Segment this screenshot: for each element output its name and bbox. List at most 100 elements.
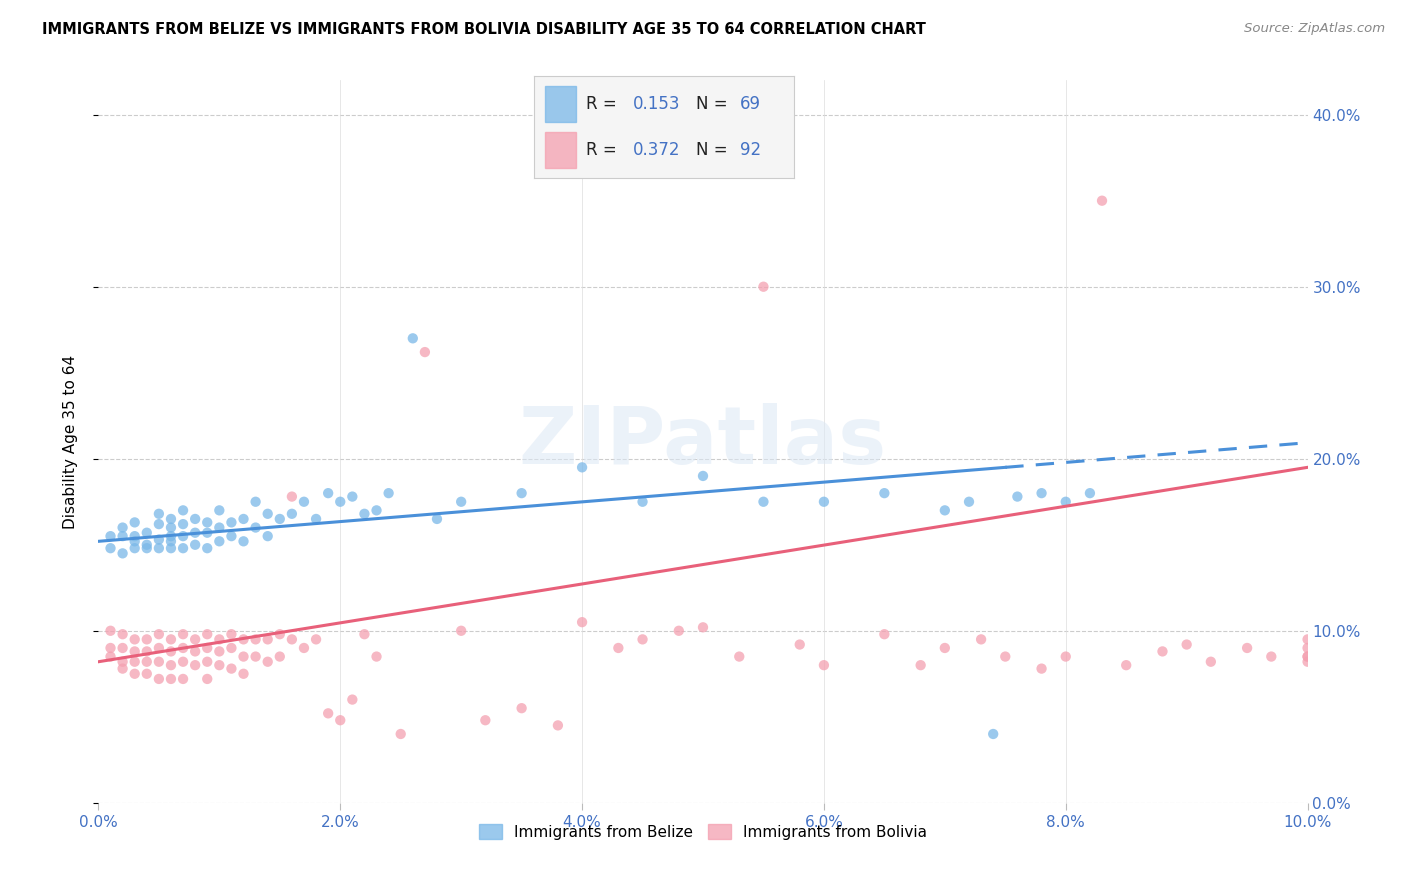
- Point: [160, 541, 183, 556]
- Text: R =: R =: [586, 141, 623, 159]
- Point: [281, 632, 304, 647]
- Bar: [544, 132, 576, 168]
- Point: [245, 494, 267, 508]
- Point: [100, 541, 122, 556]
- Point: [873, 627, 896, 641]
- Point: [184, 525, 207, 540]
- Point: [934, 503, 956, 517]
- Point: [1007, 490, 1029, 504]
- Point: [631, 494, 654, 508]
- Point: [172, 672, 194, 686]
- Point: [692, 620, 714, 634]
- Point: [813, 494, 835, 508]
- Point: [1296, 649, 1319, 664]
- Point: [124, 534, 146, 549]
- Point: [148, 627, 170, 641]
- Point: [160, 632, 183, 647]
- Point: [172, 517, 194, 532]
- Point: [172, 640, 194, 655]
- Point: [111, 655, 134, 669]
- Point: [135, 538, 157, 552]
- Point: [1296, 640, 1319, 655]
- Point: [135, 525, 157, 540]
- Point: [970, 632, 993, 647]
- Point: [245, 520, 267, 534]
- Point: [135, 632, 157, 647]
- Point: [232, 666, 254, 681]
- Point: [305, 512, 328, 526]
- Point: [195, 516, 218, 530]
- Point: [631, 632, 654, 647]
- Point: [221, 516, 243, 530]
- Point: [160, 512, 183, 526]
- Point: [172, 503, 194, 517]
- Y-axis label: Disability Age 35 to 64: Disability Age 35 to 64: [63, 354, 77, 529]
- Point: [232, 632, 254, 647]
- Point: [100, 649, 122, 664]
- Text: N =: N =: [696, 95, 733, 112]
- Point: [160, 672, 183, 686]
- Point: [208, 534, 231, 549]
- Point: [221, 529, 243, 543]
- Point: [934, 640, 956, 655]
- Point: [316, 706, 339, 721]
- Point: [256, 507, 278, 521]
- Point: [111, 662, 134, 676]
- Point: [195, 525, 218, 540]
- Point: [305, 632, 328, 647]
- Point: [1054, 649, 1077, 664]
- Legend: Immigrants from Belize, Immigrants from Bolivia: Immigrants from Belize, Immigrants from …: [472, 818, 934, 846]
- Point: [692, 469, 714, 483]
- Point: [221, 627, 243, 641]
- Text: N =: N =: [696, 141, 733, 159]
- Point: [100, 529, 122, 543]
- Point: [342, 490, 364, 504]
- Point: [184, 538, 207, 552]
- Point: [292, 640, 315, 655]
- Point: [195, 655, 218, 669]
- Point: [100, 624, 122, 638]
- Point: [172, 655, 194, 669]
- Point: [135, 666, 157, 681]
- Point: [124, 644, 146, 658]
- Text: R =: R =: [586, 95, 623, 112]
- Point: [256, 655, 278, 669]
- Point: [221, 640, 243, 655]
- Point: [195, 640, 218, 655]
- Text: 0.372: 0.372: [633, 141, 681, 159]
- Point: [873, 486, 896, 500]
- Point: [994, 649, 1017, 664]
- Point: [1078, 486, 1101, 500]
- Point: [111, 546, 134, 560]
- Text: 69: 69: [740, 95, 761, 112]
- Point: [1296, 632, 1319, 647]
- Point: [752, 279, 775, 293]
- Point: [1115, 658, 1137, 673]
- Point: [1031, 662, 1053, 676]
- Text: Source: ZipAtlas.com: Source: ZipAtlas.com: [1244, 22, 1385, 36]
- Point: [329, 713, 352, 727]
- Point: [292, 494, 315, 508]
- Point: [342, 692, 364, 706]
- Point: [426, 512, 449, 526]
- Text: 0.153: 0.153: [633, 95, 681, 112]
- Point: [148, 507, 170, 521]
- Point: [245, 649, 267, 664]
- Point: [474, 713, 496, 727]
- Point: [124, 529, 146, 543]
- Point: [208, 503, 231, 517]
- Point: [172, 627, 194, 641]
- Point: [111, 520, 134, 534]
- Point: [910, 658, 932, 673]
- Point: [208, 644, 231, 658]
- Point: [329, 494, 352, 508]
- Point: [413, 345, 436, 359]
- Point: [269, 512, 291, 526]
- Point: [1199, 655, 1222, 669]
- Point: [402, 331, 425, 345]
- Point: [450, 624, 472, 638]
- Point: [316, 486, 339, 500]
- Text: IMMIGRANTS FROM BELIZE VS IMMIGRANTS FROM BOLIVIA DISABILITY AGE 35 TO 64 CORREL: IMMIGRANTS FROM BELIZE VS IMMIGRANTS FRO…: [42, 22, 927, 37]
- Point: [510, 486, 533, 500]
- Point: [148, 533, 170, 547]
